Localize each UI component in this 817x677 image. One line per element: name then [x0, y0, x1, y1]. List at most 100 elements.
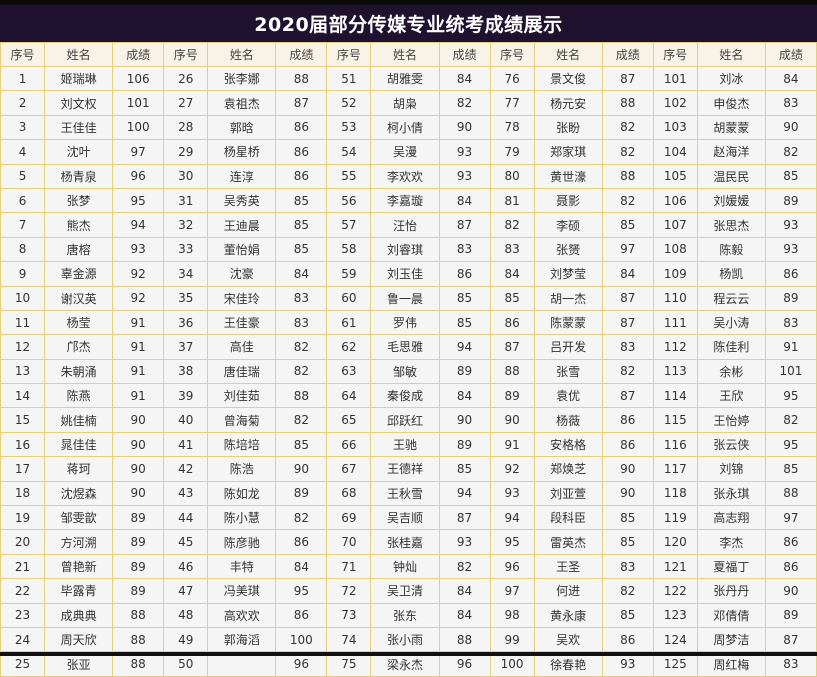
cell-score: 86	[275, 529, 328, 555]
cell-number: 3	[0, 114, 46, 141]
cell-score: 83	[275, 285, 328, 311]
header-number: 序号	[326, 42, 372, 67]
cell-number: 57	[326, 212, 372, 238]
cell-number: 59	[326, 261, 372, 287]
cell-number: 14	[0, 383, 46, 409]
cell-number: 41	[163, 431, 209, 458]
cell-number: 68	[326, 480, 372, 507]
table-row: 20 方河溯 89 45 陈彦驰 86 70 张桂嘉 93 95 雷英杰 85 120 李杰 86	[0, 529, 817, 555]
cell-score: 84	[764, 65, 817, 92]
cell-name: 钟灿	[370, 553, 440, 580]
header-number: 序号	[0, 42, 46, 67]
header-name: 姓名	[207, 42, 277, 67]
cell-score: 82	[764, 407, 817, 433]
table-row: 5 杨青泉 96 30 连淳 86 55 李欢欢 93 80 黄世濠 88 105 温民民 85	[0, 163, 817, 189]
cell-name: 夏福丁	[696, 553, 766, 580]
cell-score: 87	[601, 65, 654, 92]
cell-name: 雷英杰	[533, 529, 603, 555]
header-number: 序号	[489, 42, 535, 67]
cell-score: 84	[438, 602, 491, 628]
cell-name: 冯美琪	[207, 578, 277, 604]
cell-score: 85	[275, 236, 328, 263]
cell-number: 94	[489, 505, 535, 531]
cell-name: 朱朝涌	[44, 358, 114, 385]
cell-number: 114	[652, 383, 698, 409]
cell-name: 王佳豪	[207, 309, 277, 336]
cell-score: 83	[764, 90, 817, 116]
cell-name: 王怡婷	[696, 407, 766, 433]
cell-number: 106	[652, 187, 698, 214]
table-row: 22 毕露青 89 47 冯美琪 95 72 吴卫清 84 97 何进 82 122 张丹丹 90	[0, 578, 817, 604]
cell-name: 邹敏	[370, 358, 440, 385]
cell-number: 80	[489, 163, 535, 189]
cell-name: 黄永康	[533, 602, 603, 628]
cell-name: 周梦洁	[696, 626, 766, 653]
cell-score: 89	[275, 480, 328, 507]
cell-number: 123	[652, 602, 698, 628]
cell-name: 陈浩	[207, 456, 277, 482]
cell-name: 谢汉英	[44, 285, 114, 311]
cell-name: 张雪	[533, 358, 603, 385]
cell-name: 杨元安	[533, 90, 603, 116]
cell-name: 陈彦驰	[207, 529, 277, 555]
cell-number: 110	[652, 285, 698, 311]
cell-name: 刘媛媛	[696, 187, 766, 214]
cell-name: 李杰	[696, 529, 766, 555]
cell-number: 104	[652, 139, 698, 165]
cell-score: 89	[112, 578, 165, 604]
cell-name: 陈佳利	[696, 334, 766, 360]
cell-number: 27	[163, 90, 209, 116]
cell-name: 何进	[533, 578, 603, 604]
cell-score: 83	[275, 309, 328, 336]
cell-name: 吴卫清	[370, 578, 440, 604]
cell-name: 李硕	[533, 212, 603, 238]
table-row: 4 沈叶 97 29 杨星桥 86 54 吴漫 93 79 郑家琪 82 104 赵海洋 82	[0, 139, 817, 165]
cell-score: 83	[438, 236, 491, 263]
cell-number: 5	[0, 163, 46, 189]
cell-score: 86	[601, 626, 654, 653]
cell-name: 唐佳瑞	[207, 358, 277, 385]
cell-name: 吴秀英	[207, 187, 277, 214]
cell-score: 84	[438, 187, 491, 214]
cell-name: 王圣	[533, 553, 603, 580]
cell-score: 86	[764, 553, 817, 580]
cell-number: 113	[652, 358, 698, 385]
cell-name: 温民民	[696, 163, 766, 189]
cell-score: 85	[764, 163, 817, 189]
cell-number: 58	[326, 236, 372, 263]
cell-name: 郭晗	[207, 114, 277, 141]
cell-score: 94	[112, 212, 165, 238]
cell-number: 97	[489, 578, 535, 604]
cell-number: 39	[163, 383, 209, 409]
cell-number: 96	[489, 553, 535, 580]
cell-score: 88	[275, 383, 328, 409]
cell-name: 郭海滔	[207, 626, 277, 653]
cell-score: 82	[601, 114, 654, 141]
cell-number: 83	[489, 236, 535, 263]
cell-number: 15	[0, 407, 46, 433]
cell-number: 38	[163, 358, 209, 385]
cell-number: 2	[0, 90, 46, 116]
cell-score: 90	[764, 114, 817, 141]
cell-score: 87	[601, 383, 654, 409]
cell-score: 87	[275, 90, 328, 116]
cell-name: 沈煜森	[44, 480, 114, 507]
cell-name: 高佳	[207, 334, 277, 360]
cell-score: 91	[112, 334, 165, 360]
cell-name: 胡一杰	[533, 285, 603, 311]
cell-number: 107	[652, 212, 698, 238]
cell-name: 杨薇	[533, 407, 603, 433]
cell-number: 11	[0, 309, 46, 336]
cell-number: 87	[489, 334, 535, 360]
cell-name: 柯小倩	[370, 114, 440, 141]
cell-score: 82	[601, 358, 654, 385]
cell-name: 刘玉佳	[370, 261, 440, 287]
table-row: 2 刘文权 101 27 袁祖杰 87 52 胡枭 82 77 杨元安 88 102 申俊杰 83	[0, 90, 817, 116]
cell-score: 82	[601, 578, 654, 604]
cell-name: 丰特	[207, 553, 277, 580]
cell-number: 56	[326, 187, 372, 214]
cell-name: 秦俊成	[370, 383, 440, 409]
cell-number: 52	[326, 90, 372, 116]
cell-score: 83	[601, 334, 654, 360]
cell-name: 胡雅雯	[370, 65, 440, 92]
